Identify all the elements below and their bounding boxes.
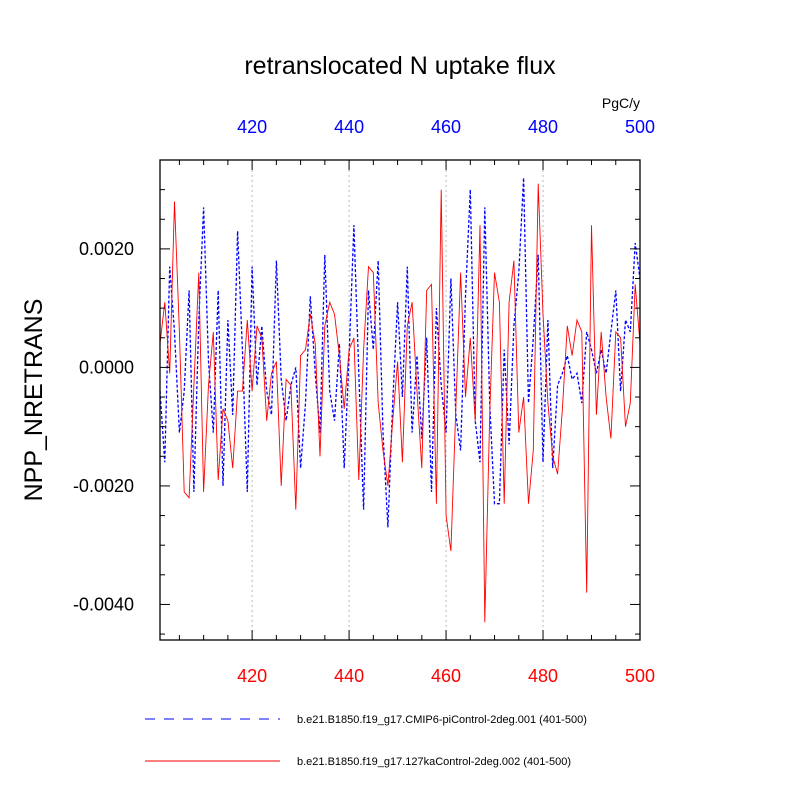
axis-ticks: [160, 160, 641, 640]
x-tick-label: 460: [431, 666, 461, 686]
x-tick-label: 440: [334, 666, 364, 686]
x-tick-label-top: 500: [625, 117, 655, 137]
y-tick-label: 0.0020: [79, 239, 134, 259]
x-tick-label-top: 480: [528, 117, 558, 137]
legend: b.e21.B1850.f19_g17.CMIP6-piControl-2deg…: [145, 714, 587, 768]
tick-labels: 420 420 440 440 460 460 480 480 500 500 -0.0040 -0.…: [73, 117, 655, 686]
plot-frame: [159, 159, 641, 641]
series-line-1: [159, 177, 641, 528]
units-label: PgC/y: [602, 95, 640, 111]
legend-label-2: b.e21.B1850.f19_g17.127kaControl-2deg.00…: [297, 756, 571, 768]
x-tick-label: 480: [528, 666, 558, 686]
y-tick-label: -0.0040: [73, 594, 134, 614]
x-tick-label-top: 460: [431, 117, 461, 137]
chart-title: retranslocated N uptake flux: [244, 52, 556, 80]
grid-lines: [251, 160, 544, 640]
y-axis-label: NPP_NRETRANS: [20, 299, 48, 502]
series-line-2: [159, 183, 641, 623]
x-tick-label: 500: [625, 666, 655, 686]
y-tick-label: -0.0020: [73, 476, 134, 496]
legend-label-1: b.e21.B1850.f19_g17.CMIP6-piControl-2deg…: [297, 714, 587, 726]
x-tick-label: 420: [237, 666, 267, 686]
y-tick-label: 0.0000: [79, 357, 134, 377]
series-lines: [159, 177, 641, 623]
x-tick-label-top: 440: [334, 117, 364, 137]
x-tick-label-top: 420: [237, 117, 267, 137]
